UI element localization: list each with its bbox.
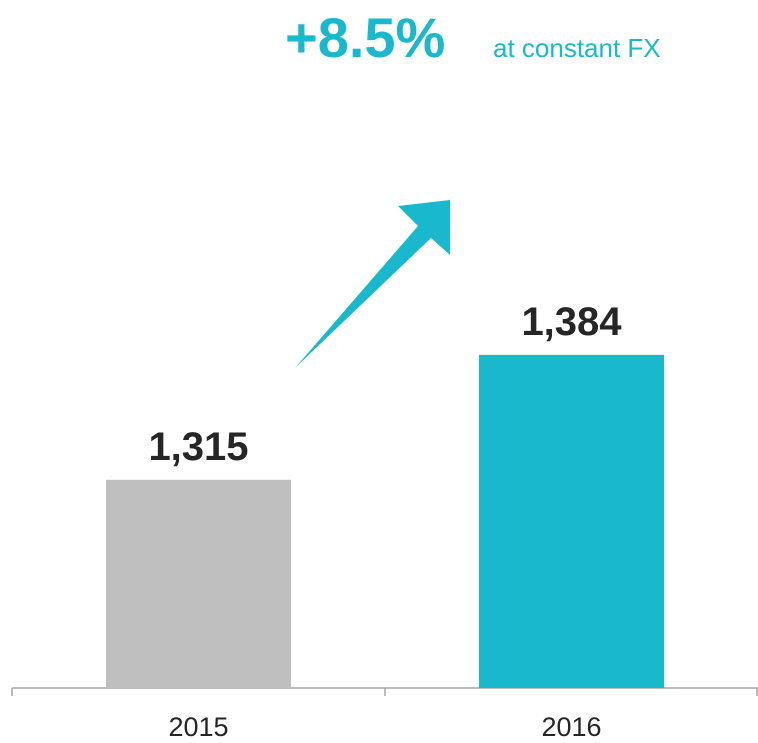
- growth-arrow: [295, 200, 450, 368]
- chart-title: +8.5%: [285, 6, 445, 69]
- value-label: 1,384: [521, 300, 622, 344]
- value-label: 1,315: [148, 425, 248, 469]
- chart-subtitle: at constant FX: [493, 33, 661, 63]
- bar: [105, 479, 292, 688]
- x-tick-label: 2016: [541, 712, 601, 742]
- bar: [478, 354, 665, 688]
- x-tick-label: 2015: [168, 712, 228, 742]
